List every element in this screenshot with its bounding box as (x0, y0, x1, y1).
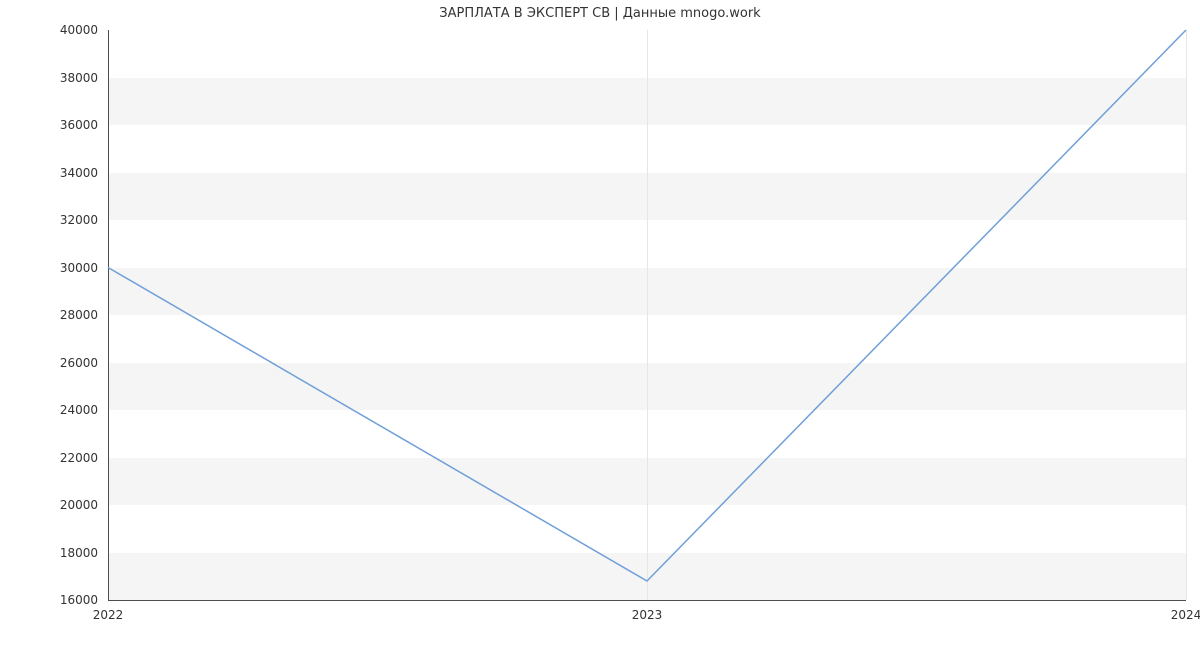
y-tick-label: 30000 (0, 261, 98, 275)
y-tick-label: 38000 (0, 71, 98, 85)
y-tick-label: 28000 (0, 308, 98, 322)
y-tick-label: 36000 (0, 118, 98, 132)
x-gridline (1186, 30, 1187, 600)
chart-title: ЗАРПЛАТА В ЭКСПЕРТ СВ | Данные mnogo.wor… (0, 6, 1200, 21)
y-tick-label: 24000 (0, 403, 98, 417)
x-tick-label: 2024 (1171, 608, 1200, 622)
y-tick-label: 26000 (0, 356, 98, 370)
line-layer (108, 30, 1186, 600)
y-tick-label: 18000 (0, 546, 98, 560)
x-tick-label: 2023 (632, 608, 663, 622)
y-tick-label: 32000 (0, 213, 98, 227)
salary-line-chart: ЗАРПЛАТА В ЭКСПЕРТ СВ | Данные mnogo.wor… (0, 0, 1200, 650)
series-salary (108, 30, 1186, 581)
y-tick-label: 16000 (0, 593, 98, 607)
x-axis-line (108, 600, 1186, 601)
x-tick-label: 2022 (93, 608, 124, 622)
y-tick-label: 34000 (0, 166, 98, 180)
y-tick-label: 40000 (0, 23, 98, 37)
y-tick-label: 20000 (0, 498, 98, 512)
plot-area (108, 30, 1186, 600)
y-tick-label: 22000 (0, 451, 98, 465)
